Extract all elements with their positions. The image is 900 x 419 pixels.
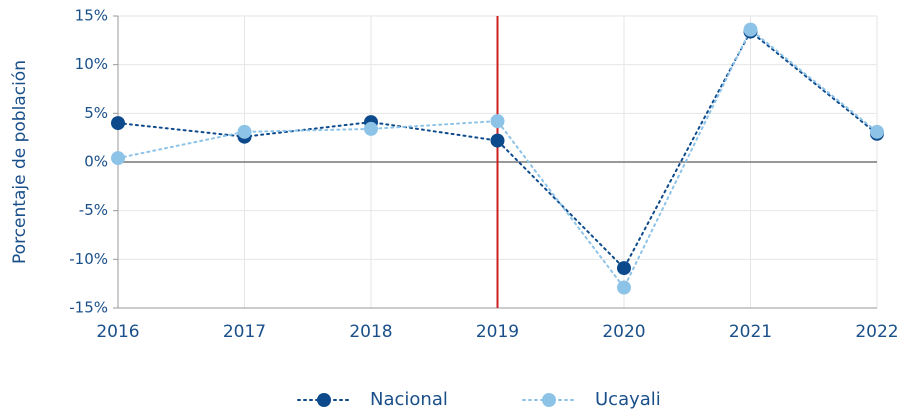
x-tick-label: 2021 [729,322,772,342]
data-point [111,116,125,131]
data-point [490,114,505,129]
x-tick-label: 2017 [223,322,266,342]
data-point [617,261,631,276]
y-tick-label: 10% [75,55,108,73]
legend-label: Ucayali [595,389,661,410]
data-point [364,121,378,136]
data-point [111,151,125,166]
y-tick-label: 5% [84,104,108,122]
x-tick-label: 2019 [476,322,519,342]
legend-marker [542,393,556,407]
data-point [870,124,884,139]
x-tick-label: 2018 [349,322,392,342]
y-tick-label: -5% [79,201,108,219]
legend-marker [317,393,331,407]
data-point [617,280,631,295]
x-tick-label: 2022 [855,322,898,342]
y-tick-label: -15% [69,299,108,317]
y-tick-label: -10% [69,250,108,268]
legend-label: Nacional [370,389,448,410]
y-tick-label: 0% [84,153,108,171]
data-point [490,133,505,148]
x-tick-label: 2020 [602,322,645,342]
x-tick-label: 2016 [96,322,139,342]
data-point [743,22,758,37]
y-tick-label: 15% [75,7,108,25]
data-point [237,124,252,139]
y-axis-label: Porcentaje de población [10,60,30,264]
